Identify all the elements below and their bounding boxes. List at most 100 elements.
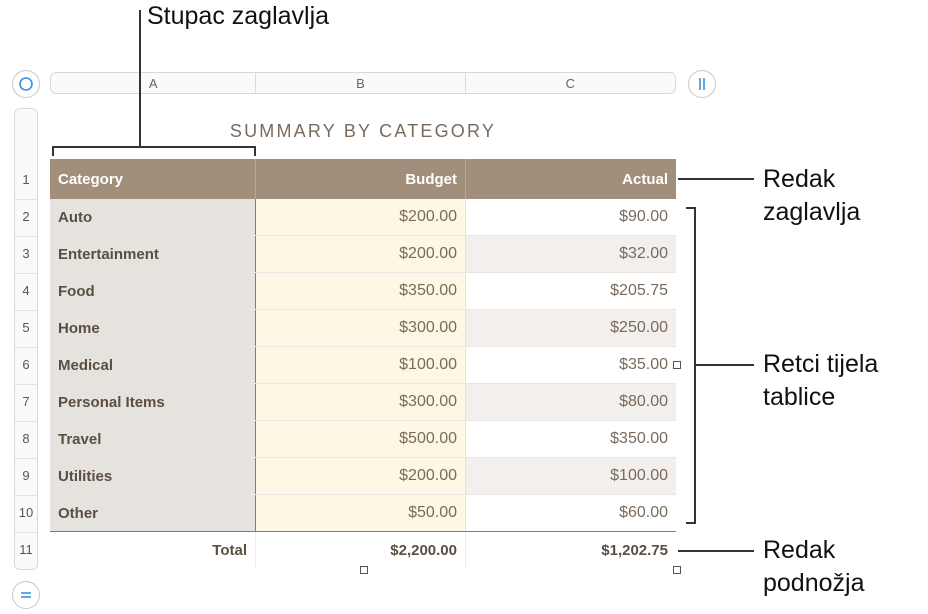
callout-bracket	[254, 146, 256, 156]
row-ruler[interactable]: 1 2 3 4 5 6 7 8 9 10 11	[14, 108, 38, 570]
row-number[interactable]: 6	[22, 357, 30, 372]
row-divider	[15, 421, 37, 422]
callout-bracket	[52, 146, 54, 156]
row-divider	[15, 310, 37, 311]
actual-cell[interactable]: $90.00	[466, 199, 676, 235]
actual-cell[interactable]: $100.00	[466, 458, 676, 494]
callout-bracket	[686, 522, 696, 524]
actual-cell[interactable]: $205.75	[466, 273, 676, 309]
row-number[interactable]: 8	[22, 431, 30, 446]
column-header-b[interactable]: B	[256, 73, 466, 93]
table-row[interactable]: Other $50.00 $60.00	[50, 495, 676, 532]
row-number[interactable]: 4	[22, 283, 30, 298]
table-row[interactable]: Food $350.00 $205.75	[50, 273, 676, 310]
callout-footer-row: Redak podnožja	[763, 534, 864, 600]
callout-body-rows-line1: Retci tijela	[763, 350, 879, 378]
row-divider	[15, 458, 37, 459]
category-cell[interactable]: Medical	[50, 347, 256, 383]
callout-header-row-line2: zaglavlja	[763, 198, 861, 226]
category-cell[interactable]: Auto	[50, 199, 256, 235]
header-row[interactable]: Category Budget Actual	[50, 159, 676, 199]
table-row[interactable]: Travel $500.00 $350.00	[50, 421, 676, 458]
row-divider	[15, 236, 37, 237]
table-row[interactable]: Personal Items $300.00 $80.00	[50, 384, 676, 421]
row-number[interactable]: 1	[22, 172, 30, 187]
budget-cell[interactable]: $200.00	[256, 458, 466, 494]
category-cell[interactable]: Travel	[50, 421, 256, 457]
row-divider	[15, 273, 37, 274]
callout-footer-row-line2: podnožja	[763, 569, 865, 597]
budget-cell[interactable]: $300.00	[256, 310, 466, 346]
callout-body-rows-line2: tablice	[763, 383, 836, 411]
column-ruler[interactable]: A B C	[50, 72, 676, 94]
category-cell[interactable]: Other	[50, 495, 256, 531]
resize-handle-right[interactable]	[673, 361, 681, 369]
row-number[interactable]: 3	[22, 246, 30, 261]
table-select-button[interactable]	[12, 70, 40, 98]
category-cell[interactable]: Food	[50, 273, 256, 309]
row-number[interactable]: 9	[22, 468, 30, 483]
actual-cell[interactable]: $250.00	[466, 310, 676, 346]
category-cell[interactable]: Personal Items	[50, 384, 256, 420]
budget-cell[interactable]: $200.00	[256, 236, 466, 272]
header-cell-category[interactable]: Category	[50, 159, 256, 199]
actual-cell[interactable]: $32.00	[466, 236, 676, 272]
callout-leader-line	[694, 364, 754, 366]
table-row[interactable]: Home $300.00 $250.00	[50, 310, 676, 347]
callout-header-column: Stupac zaglavlja	[147, 2, 330, 30]
budget-cell[interactable]: $100.00	[256, 347, 466, 383]
table-title[interactable]: SUMMARY BY CATEGORY	[229, 121, 497, 141]
row-divider	[15, 532, 37, 533]
actual-cell[interactable]: $350.00	[466, 421, 676, 457]
row-divider	[15, 347, 37, 348]
summary-table[interactable]: Category Budget Actual Auto $200.00 $90.…	[50, 159, 676, 569]
budget-cell[interactable]: $500.00	[256, 421, 466, 457]
row-divider	[15, 495, 37, 496]
category-cell[interactable]: Home	[50, 310, 256, 346]
row-number[interactable]: 11	[19, 542, 33, 557]
row-number[interactable]: 10	[18, 505, 34, 520]
category-cell[interactable]: Utilities	[50, 458, 256, 494]
resize-handle-corner[interactable]	[673, 566, 681, 574]
table-row[interactable]: Entertainment $200.00 $32.00	[50, 236, 676, 273]
callout-body-rows: Retci tijela tablice	[763, 348, 878, 414]
footer-cell-label[interactable]: Total	[50, 532, 256, 569]
callout-bracket	[686, 207, 696, 209]
circle-icon	[19, 77, 33, 91]
footer-cell-budget-total[interactable]: $2,200.00	[256, 532, 466, 569]
footer-row[interactable]: Total $2,200.00 $1,202.75	[50, 532, 676, 569]
add-column-button[interactable]	[688, 70, 716, 98]
row-number[interactable]: 5	[22, 320, 30, 335]
budget-cell[interactable]: $350.00	[256, 273, 466, 309]
table-row[interactable]: Auto $200.00 $90.00	[50, 199, 676, 236]
row-number[interactable]: 2	[22, 209, 30, 224]
callout-header-row: Redak zaglavlja	[763, 163, 860, 229]
resize-handle-bottom[interactable]	[360, 566, 368, 574]
header-cell-budget[interactable]: Budget	[256, 159, 466, 199]
add-row-button[interactable]	[12, 581, 40, 609]
row-number[interactable]: 7	[22, 394, 30, 409]
footer-cell-actual-total[interactable]: $1,202.75	[466, 532, 676, 569]
row-divider	[15, 199, 37, 200]
budget-cell[interactable]: $300.00	[256, 384, 466, 420]
pause-bars-icon	[699, 78, 705, 90]
actual-cell[interactable]: $35.00	[466, 347, 676, 383]
callout-leader-line	[139, 10, 141, 147]
header-cell-actual[interactable]: Actual	[622, 170, 668, 188]
callout-leader-line	[678, 178, 754, 180]
budget-cell[interactable]: $200.00	[256, 199, 466, 235]
actual-cell[interactable]: $60.00	[466, 495, 676, 531]
row-divider	[15, 384, 37, 385]
callout-bracket	[52, 146, 256, 148]
actual-cell[interactable]: $80.00	[466, 384, 676, 420]
table-row[interactable]: Medical $100.00 $35.00	[50, 347, 676, 384]
equals-icon	[21, 592, 31, 598]
column-header-a[interactable]: A	[51, 73, 257, 93]
table-row[interactable]: Utilities $200.00 $100.00	[50, 458, 676, 495]
column-header-c[interactable]: C	[565, 75, 576, 91]
category-cell[interactable]: Entertainment	[50, 236, 256, 272]
budget-cell[interactable]: $50.00	[256, 495, 466, 531]
callout-footer-row-line1: Redak	[763, 536, 836, 564]
callout-header-row-line1: Redak	[763, 165, 836, 193]
